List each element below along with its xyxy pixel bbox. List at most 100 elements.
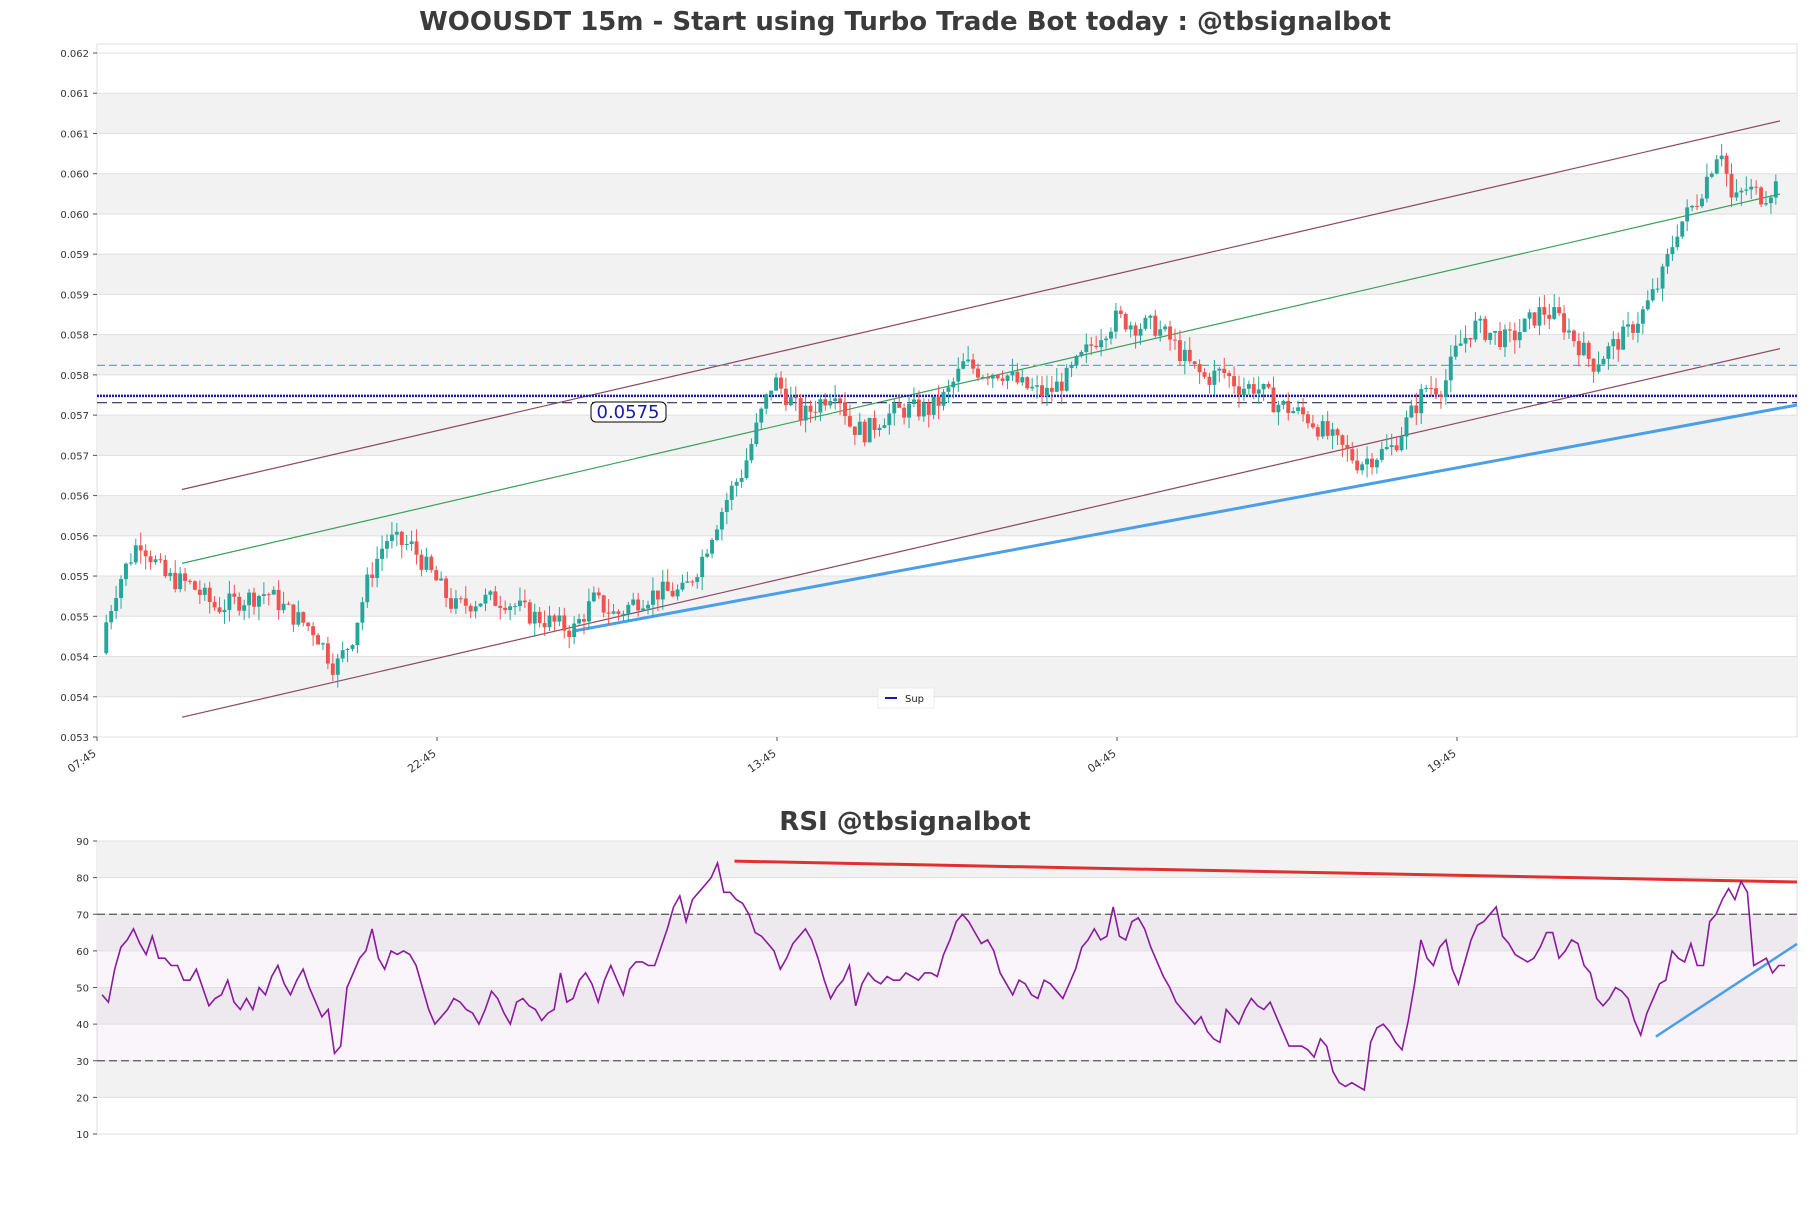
candle-body — [1360, 464, 1365, 471]
candle-body — [1310, 423, 1315, 428]
candle-body — [872, 417, 877, 431]
rsi-band — [97, 1060, 1797, 1098]
rsi-trendline-support — [1655, 942, 1798, 1038]
candle-body — [1429, 387, 1434, 389]
rsi-ytick-label: 70 — [76, 910, 89, 921]
candle-body — [813, 411, 818, 413]
candle-body — [1695, 205, 1699, 207]
candle-body — [739, 478, 744, 482]
candle-body — [995, 374, 1000, 379]
main-ytick-label: 0.059 — [60, 250, 89, 261]
candle-body — [715, 529, 719, 540]
candle-body — [419, 554, 424, 570]
candle-body — [291, 604, 296, 625]
candle-body — [424, 556, 429, 570]
candle-body — [616, 611, 621, 614]
main-ytick-label: 0.056 — [60, 492, 89, 503]
candle-body — [1562, 313, 1567, 333]
candle-body — [1005, 375, 1010, 381]
candle-body — [1207, 376, 1212, 385]
candle-body — [1399, 436, 1404, 451]
candle-body — [1281, 400, 1286, 405]
candle-body — [1567, 330, 1571, 333]
candle-body — [961, 361, 966, 369]
candle-body — [498, 605, 503, 608]
candle-body — [823, 399, 828, 406]
candle-body — [1350, 449, 1355, 461]
candle-body — [488, 591, 493, 595]
candle-body — [301, 612, 306, 623]
candle-body — [1232, 376, 1237, 387]
candle-body — [803, 405, 808, 421]
candle-body — [1537, 307, 1542, 326]
candle-body — [931, 396, 936, 415]
candle-body — [1670, 247, 1675, 255]
candle-body — [946, 387, 951, 392]
candle-body — [163, 559, 168, 577]
candle-body — [1483, 318, 1488, 340]
legend — [877, 687, 935, 709]
candle-body — [473, 606, 478, 612]
candle-body — [1759, 187, 1764, 205]
candle-body — [1389, 445, 1394, 448]
candle-body — [197, 589, 202, 595]
main-band — [97, 415, 1797, 456]
candle-body — [1079, 351, 1084, 357]
rsi-ytick-label: 20 — [76, 1093, 89, 1104]
candle-body — [887, 413, 892, 426]
candle-body — [621, 613, 626, 615]
candle-body — [1177, 340, 1182, 362]
candle-body — [641, 608, 646, 611]
rsi-title: RSI @tbsignalbot — [779, 807, 1030, 837]
candle-body — [1222, 368, 1227, 373]
candle-body — [719, 511, 724, 530]
candle-body — [680, 582, 685, 590]
candle-body — [1384, 447, 1389, 450]
candle-body — [818, 399, 823, 413]
candle-body — [1035, 385, 1040, 387]
candle-body — [685, 581, 690, 583]
candle-body — [1301, 407, 1305, 415]
candle-body — [1123, 313, 1128, 330]
candle-body — [759, 408, 764, 423]
candle-body — [1094, 345, 1099, 348]
main-ytick-label: 0.054 — [60, 693, 89, 704]
main-band — [97, 656, 1797, 697]
candle-body — [1493, 331, 1498, 333]
candle-body — [276, 589, 281, 611]
candle-body — [1158, 329, 1163, 336]
candle-body — [941, 391, 946, 406]
candle-body — [380, 548, 385, 559]
rsi-overlays — [97, 859, 1798, 1062]
candle-body — [188, 580, 192, 582]
trendline-support — [572, 403, 1798, 633]
candle-body — [660, 581, 665, 600]
candle-body — [296, 612, 301, 625]
candle-body — [1764, 203, 1768, 205]
rsi-ytick-label: 50 — [76, 984, 89, 995]
candle-body — [606, 612, 611, 614]
candle-body — [1227, 372, 1232, 377]
candle-body — [414, 541, 419, 555]
candle-body — [173, 572, 178, 590]
candle-body — [567, 630, 572, 637]
candle-body — [1276, 404, 1281, 413]
candle-body — [449, 598, 453, 609]
candle-body — [266, 594, 271, 596]
candle-body — [1498, 331, 1502, 348]
candle-body — [1749, 186, 1754, 190]
candle-body — [1306, 414, 1310, 424]
candle-body — [1148, 315, 1153, 318]
candle-body — [1675, 236, 1680, 248]
candle-body — [1365, 458, 1370, 465]
candle-body — [321, 643, 325, 645]
candle-body — [1143, 317, 1148, 329]
candle-body — [582, 618, 586, 622]
candle-body — [1404, 417, 1409, 437]
candle-body — [1581, 342, 1586, 356]
candle-body — [212, 601, 217, 608]
candle-body — [552, 615, 557, 622]
candle-body — [1246, 384, 1251, 389]
candle-body — [670, 590, 675, 597]
candle-body — [586, 601, 591, 622]
